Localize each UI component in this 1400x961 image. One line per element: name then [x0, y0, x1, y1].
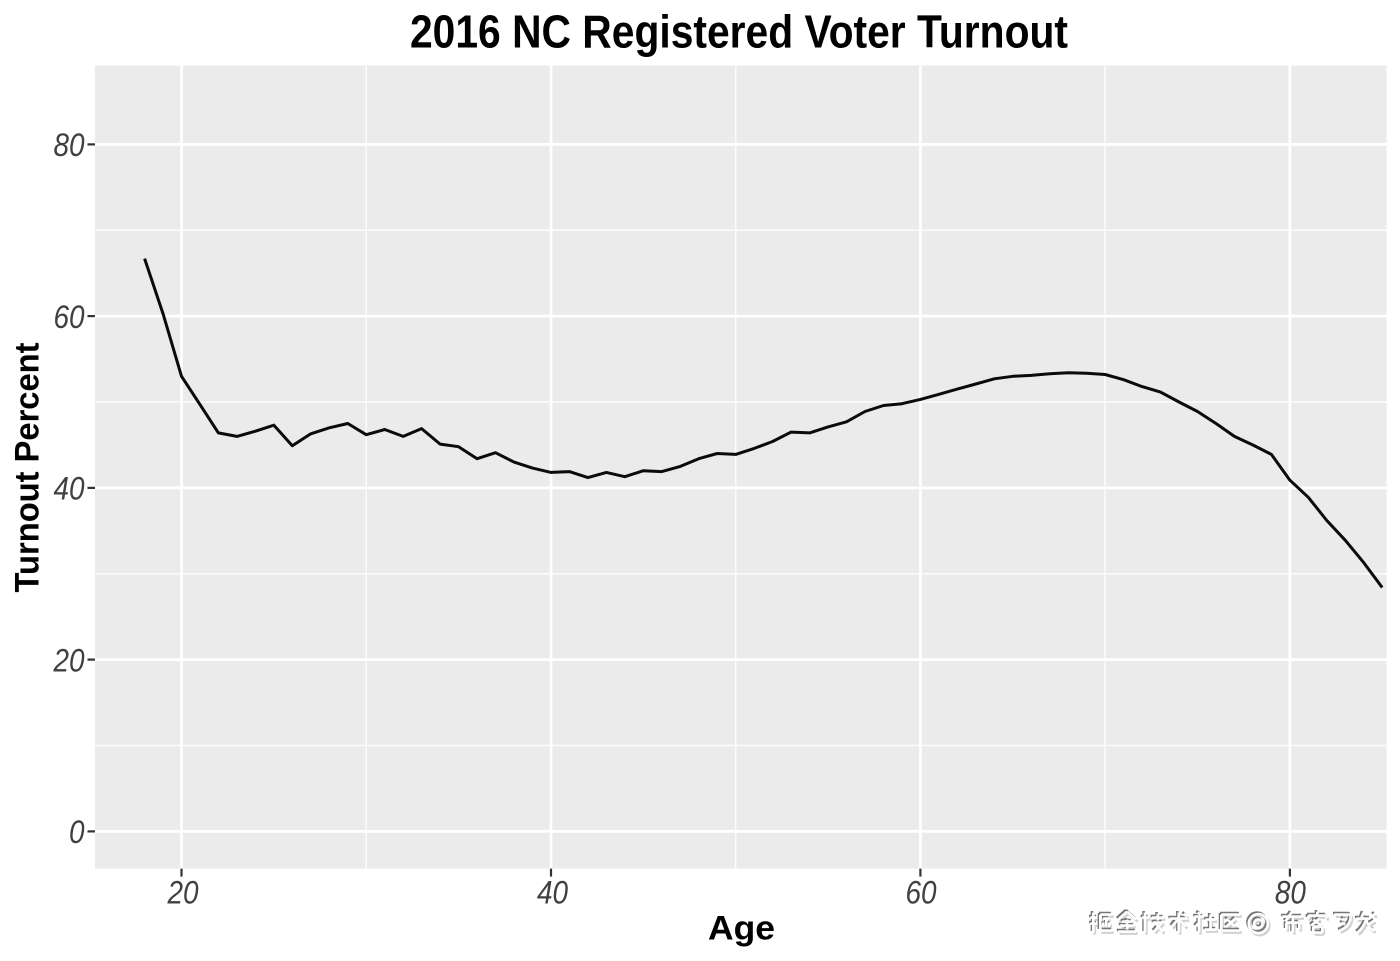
- svg-text:40: 40: [54, 471, 85, 507]
- svg-text:0: 0: [69, 814, 85, 850]
- svg-text:Age: Age: [708, 910, 775, 948]
- svg-text:Turnout Percent: Turnout Percent: [9, 343, 47, 593]
- svg-text:2016 NC Registered Voter Turno: 2016 NC Registered Voter Turnout: [410, 6, 1068, 58]
- svg-text:80: 80: [54, 127, 85, 163]
- svg-text:20: 20: [53, 642, 85, 678]
- svg-text:60: 60: [906, 874, 937, 910]
- svg-text:40: 40: [537, 874, 568, 910]
- svg-text:80: 80: [1275, 874, 1306, 910]
- svg-text:60: 60: [54, 299, 85, 335]
- svg-text:20: 20: [167, 874, 199, 910]
